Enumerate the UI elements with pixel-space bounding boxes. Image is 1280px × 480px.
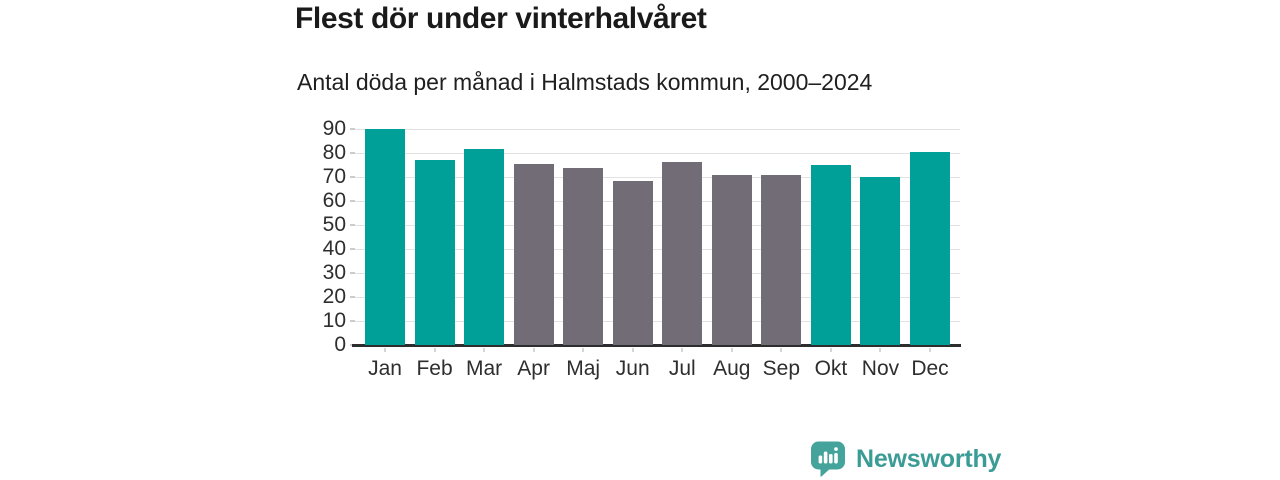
y-tick-label-90: 90: [322, 117, 346, 140]
x-tick-mark: [433, 348, 436, 352]
y-tick-label-80: 80: [322, 141, 346, 164]
gridline-90: [355, 128, 960, 130]
gridline-60: [355, 200, 960, 202]
y-tick-label-50: 50: [322, 213, 346, 236]
chart-title: Flest dör under vinterhalvåret: [295, 2, 707, 35]
gridline-80: [355, 152, 960, 154]
y-tick-label-60: 60: [322, 189, 346, 212]
x-axis-line: [352, 344, 961, 347]
x-tick-label-sep: Sep: [762, 357, 801, 380]
y-tick-label-40: 40: [322, 237, 346, 260]
x-tick-mark: [929, 348, 931, 352]
y-tick-mark: [350, 320, 355, 322]
gridline-50: [355, 224, 960, 226]
gridline-40: [355, 248, 960, 250]
gridline-30: [355, 272, 960, 274]
y-tick-label-70: 70: [322, 165, 346, 188]
y-tick-label-30: 30: [322, 261, 346, 284]
bar-maj: [563, 168, 604, 345]
x-tick-label-feb: Feb: [416, 357, 453, 380]
y-tick-label-10: 10: [322, 309, 346, 332]
x-tick-label-aug: Aug: [713, 357, 751, 380]
x-tick-mark: [582, 348, 585, 352]
bar-okt: [810, 164, 851, 345]
x-tick-mark: [879, 348, 882, 352]
brand-wordmark: Newsworthy: [856, 444, 1002, 473]
y-tick-mark: [350, 248, 355, 250]
bar-sep: [761, 174, 802, 345]
gridline-20: [355, 296, 960, 298]
x-tick-mark: [532, 348, 535, 352]
y-tick-mark: [350, 176, 355, 178]
bar-chart-speech-bubble-icon: [811, 441, 845, 477]
x-tick-mark: [780, 348, 783, 352]
bar-apr: [513, 164, 554, 345]
x-tick-label-dec: Dec: [911, 357, 949, 380]
x-tick-label-jun: Jun: [615, 357, 650, 380]
x-tick-mark: [730, 348, 733, 352]
bar-aug: [711, 175, 752, 345]
x-tick-mark: [384, 348, 386, 352]
bar-feb: [414, 160, 455, 345]
x-tick-label-jul: Jul: [668, 357, 696, 380]
y-tick-mark: [350, 296, 355, 298]
bar-jun: [612, 181, 653, 345]
y-tick-mark: [350, 224, 355, 226]
newsworthy-logo: Newsworthy: [810, 440, 1001, 478]
y-tick-mark: [350, 152, 355, 154]
x-tick-mark: [681, 348, 684, 352]
x-tick-label-maj: Maj: [566, 357, 601, 380]
bar-dec: [910, 152, 950, 345]
x-tick-mark: [483, 348, 486, 352]
x-tick-label-apr: Apr: [517, 357, 550, 380]
gridline-70: [355, 176, 960, 178]
y-tick-mark: [350, 272, 355, 274]
bar-chart: 0 10 20 30 40 50 60 70 80 90 Jan Feb Mar Apr Maj Jun Ju…: [300, 117, 970, 397]
bar-mar: [464, 148, 505, 345]
y-tick-mark: [350, 200, 355, 202]
gridline-10: [355, 320, 960, 322]
x-tick-label-mar: Mar: [465, 357, 503, 380]
bar-jul: [662, 161, 703, 345]
x-tick-label-nov: Nov: [861, 357, 900, 380]
chart-subtitle: Antal döda per månad i Halmstads kommun,…: [297, 69, 873, 95]
x-tick-mark: [631, 348, 634, 352]
y-tick-label-20: 20: [322, 285, 346, 308]
x-tick-label-okt: Okt: [814, 357, 848, 380]
bar-jan: [365, 129, 405, 345]
y-tick-label-0: 0: [334, 333, 346, 356]
plot-area: [352, 128, 961, 352]
bar-nov: [860, 177, 901, 345]
y-tick-mark: [350, 128, 355, 130]
x-tick-label-jan: Jan: [368, 357, 402, 380]
x-tick-mark: [829, 348, 832, 352]
